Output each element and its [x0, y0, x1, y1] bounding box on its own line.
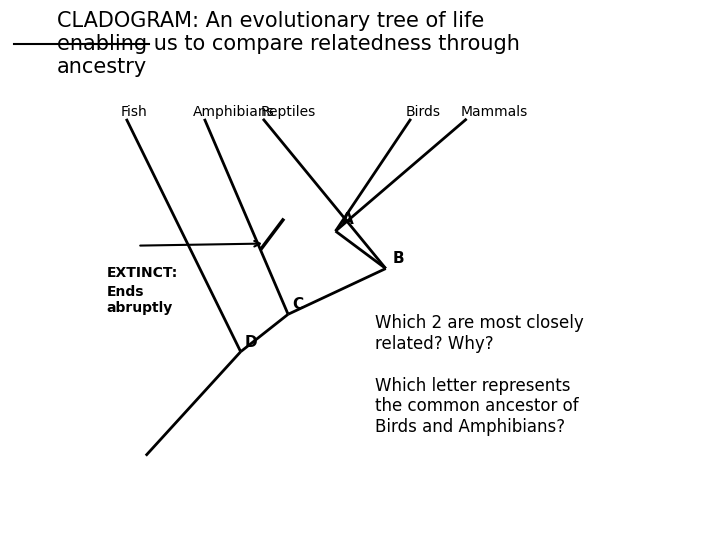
Text: Ends
abruptly: Ends abruptly: [107, 285, 173, 315]
Text: Which letter represents
the common ancestor of
Birds and Amphibians?: Which letter represents the common ances…: [374, 377, 578, 436]
Text: CLADOGRAM: An evolutionary tree of life
enabling us to compare relatedness throu: CLADOGRAM: An evolutionary tree of life …: [57, 11, 519, 77]
Text: D: D: [245, 335, 258, 349]
Text: EXTINCT:: EXTINCT:: [107, 266, 178, 280]
Text: Mammals: Mammals: [461, 105, 528, 119]
Text: B: B: [392, 252, 404, 266]
Text: Which 2 are most closely
related? Why?: Which 2 are most closely related? Why?: [374, 314, 583, 353]
Text: C: C: [292, 297, 304, 312]
Text: Amphibians: Amphibians: [193, 105, 275, 119]
Text: Fish: Fish: [121, 105, 148, 119]
Text: Reptiles: Reptiles: [260, 105, 315, 119]
Text: A: A: [342, 212, 354, 227]
Text: Birds: Birds: [405, 105, 440, 119]
